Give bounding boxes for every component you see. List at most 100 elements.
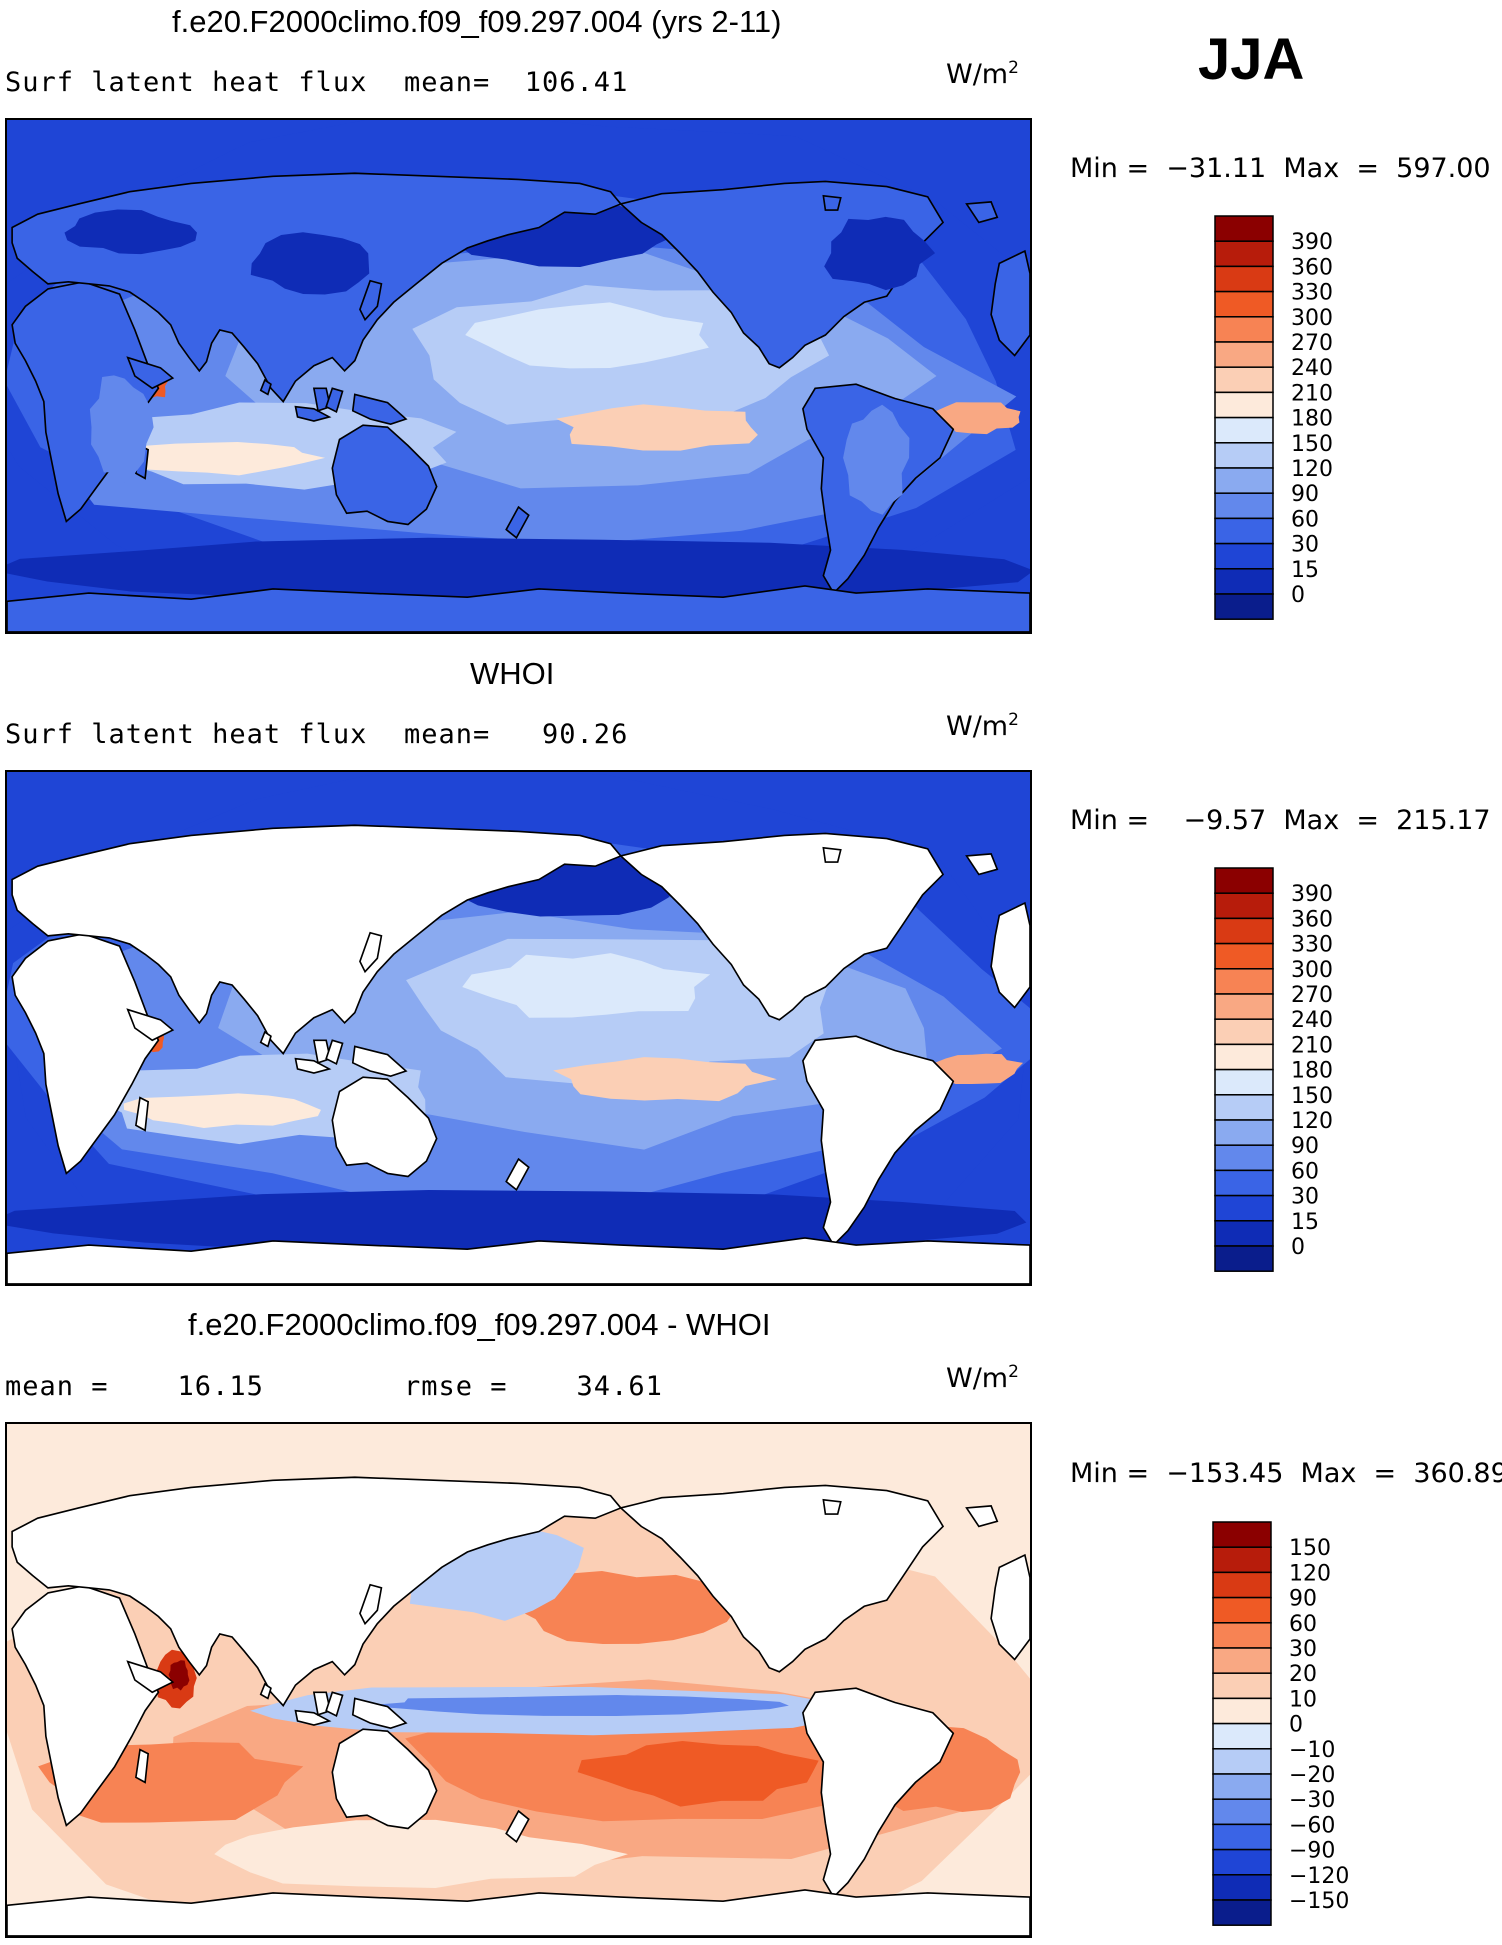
- colorbar-swatch: [1212, 1899, 1272, 1926]
- colorbar-tick-label: 120: [1291, 1109, 1333, 1134]
- map-coastline: [11, 1476, 623, 1707]
- map-coastline: [351, 1697, 408, 1729]
- map-coastline: [359, 279, 383, 322]
- colorbar-swatch: [1214, 517, 1274, 545]
- map-coastline: [619, 1484, 945, 1673]
- colorbar-tick-label: −120: [1289, 1864, 1349, 1889]
- panel-2-title: WHOI: [470, 656, 555, 691]
- colorbar-swatch: [1214, 416, 1274, 444]
- colorbar-swatch: [1214, 1194, 1274, 1222]
- panel-1-map-field: [7, 120, 1030, 632]
- map-coastline: [505, 1157, 530, 1192]
- map-contour-band: [577, 1741, 819, 1807]
- colorbar-tick-label: 10: [1289, 1687, 1317, 1712]
- colorbar-tick-label: 90: [1291, 1134, 1319, 1159]
- map-coastline: [294, 1709, 332, 1726]
- colorbar-tick-label: 300: [1291, 306, 1333, 331]
- colorbar-swatch: [1214, 1043, 1274, 1071]
- map-coastline: [990, 1553, 1030, 1661]
- panel-3-colorbar: 150 120 90 60 30 20 10 0 −10 −20 −30 −60 −90 −120 −150: [1212, 1521, 1363, 1930]
- panel-3-title: f.e20.F2000climo.f09_f09.297.004 - WHOI: [188, 1307, 771, 1342]
- map-coastline: [990, 249, 1030, 357]
- panel-1-mean-label: mean= 106.41: [404, 67, 629, 98]
- map-land-band: [250, 232, 370, 295]
- map-coastline: [351, 393, 408, 425]
- colorbar-swatch: [1214, 1119, 1274, 1146]
- map-coastline: [990, 901, 1030, 1009]
- map-contour-band: [7, 1189, 1027, 1257]
- map-coastline: [505, 1809, 530, 1844]
- map-land-band: [89, 375, 154, 484]
- map-coastline: [259, 1682, 272, 1700]
- colorbar-swatch: [1214, 1169, 1274, 1197]
- colorbar-tick-label: 150: [1291, 1084, 1333, 1109]
- colorbar-swatch: [1214, 316, 1274, 343]
- colorbar-swatch: [1214, 942, 1274, 970]
- map-coastline: [135, 1748, 150, 1784]
- colorbar-tick-label: 90: [1289, 1587, 1317, 1612]
- map-coastline: [325, 387, 344, 414]
- colorbar-swatch: [1214, 568, 1274, 595]
- colorbar-tick-label: 30: [1291, 1185, 1319, 1210]
- map-land-band: [824, 216, 936, 291]
- colorbar-swatch: [1212, 1521, 1272, 1548]
- panel-1-title: f.e20.F2000climo.f09_f09.297.004 (yrs 2-…: [172, 4, 782, 39]
- panel-1-minmax: Min = −31.11 Max = 597.00: [1070, 153, 1491, 184]
- colorbar-tick-label: 30: [1289, 1637, 1317, 1662]
- colorbar-swatch: [1214, 593, 1274, 620]
- map-coastline: [259, 378, 272, 396]
- map-coastline: [505, 505, 530, 540]
- colorbar-swatch: [1212, 1647, 1272, 1674]
- colorbar-swatch: [1212, 1748, 1272, 1775]
- map-coastline: [11, 1584, 160, 1827]
- map-coastline: [359, 1583, 383, 1626]
- map-coastline: [7, 1889, 1030, 1936]
- map-coastline: [7, 585, 1030, 632]
- colorbar-tick-label: 360: [1291, 255, 1333, 280]
- map-land-band: [64, 209, 197, 255]
- map-coastline: [294, 1057, 332, 1074]
- colorbar-tick-label: 20: [1289, 1662, 1317, 1687]
- colorbar-tick-label: 30: [1291, 533, 1319, 558]
- map-coastline: [802, 1687, 955, 1899]
- panel-2-minmax: Min = −9.57 Max = 215.17: [1070, 805, 1491, 836]
- colorbar-swatch: [1214, 265, 1274, 293]
- map-coastline: [7, 1237, 1030, 1284]
- map-coastline: [11, 824, 623, 1055]
- map-coastline: [331, 1076, 438, 1178]
- colorbar-swatch: [1212, 1571, 1272, 1599]
- colorbar-tick-label: 180: [1291, 407, 1333, 432]
- panel-1-variable-label: Surf latent heat flux: [5, 67, 368, 98]
- map-contour-band: [934, 1053, 1024, 1085]
- colorbar-tick-label: −20: [1289, 1763, 1335, 1788]
- colorbar-swatch: [1214, 968, 1274, 995]
- colorbar-swatch: [1212, 1672, 1272, 1700]
- panel-3-minmax: Min = −153.45 Max = 360.89: [1070, 1458, 1502, 1489]
- colorbar-swatch: [1214, 341, 1274, 368]
- colorbar-swatch: [1214, 542, 1274, 570]
- panel-2-map-field: [7, 772, 1030, 1284]
- map-coastline: [822, 194, 842, 211]
- colorbar-tick-label: 60: [1291, 507, 1319, 532]
- colorbar-tick-label: 150: [1291, 432, 1333, 457]
- colorbar-tick-label: 180: [1291, 1059, 1333, 1084]
- panel-2-units: W/m2: [946, 710, 1019, 742]
- colorbar-swatch: [1214, 1018, 1274, 1046]
- map-contour-band: [363, 1695, 789, 1716]
- colorbar-tick-label: 210: [1291, 381, 1333, 406]
- colorbar-swatch: [1214, 867, 1274, 894]
- colorbar-swatch: [1214, 1094, 1274, 1121]
- colorbar-swatch: [1214, 467, 1274, 494]
- colorbar-swatch: [1214, 492, 1274, 520]
- colorbar-tick-label: 360: [1291, 907, 1333, 932]
- colorbar-tick-label: 15: [1291, 1210, 1319, 1235]
- colorbar-tick-label: 210: [1291, 1033, 1333, 1058]
- map-coastline: [259, 1030, 272, 1048]
- map-contour-band: [7, 537, 1030, 605]
- map-coastline: [331, 424, 438, 526]
- colorbar-swatch: [1214, 442, 1274, 469]
- map-land-band: [843, 404, 910, 515]
- map-coastline: [802, 1035, 955, 1247]
- colorbar-swatch: [1212, 1546, 1272, 1574]
- map-coastline: [126, 1008, 175, 1042]
